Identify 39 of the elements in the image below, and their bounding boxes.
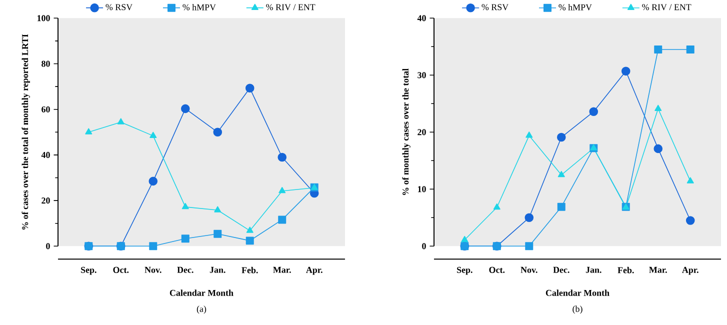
x-tick-label: Nov.: [144, 266, 162, 273]
x-tick-label: Sep.: [81, 266, 96, 275]
x-tick-label: Oct.: [489, 266, 505, 273]
legend-label: % RSV: [106, 4, 132, 10]
legend-label: % RIV / ENT: [642, 4, 692, 10]
x-tick-label: Jan.: [210, 266, 226, 273]
x-tick-label: Apr.: [682, 266, 698, 275]
x-tick-label: Oct.: [113, 266, 129, 273]
x-tick-label: Jan.: [586, 266, 602, 273]
x-tick-label: Apr.: [306, 266, 322, 275]
x-tick-label: Dec.: [553, 266, 570, 273]
y-tick-label: 30: [418, 72, 426, 78]
y-tick-label: 10: [418, 186, 426, 192]
y-axis-title: % of cases over the total of monthly reported LRTI: [22, 34, 30, 230]
y-tick-label: 0: [422, 243, 426, 250]
x-tick-label: Sep.: [457, 266, 472, 275]
legend-label: % hMPV: [182, 4, 216, 10]
y-tick-label: 40: [417, 15, 426, 22]
text: (a): [196, 306, 206, 314]
text: (b): [572, 306, 582, 314]
legend-label: % RSV: [482, 4, 508, 10]
x-tick-label: Nov.: [520, 266, 538, 273]
x-axis-title: Calendar Month: [170, 290, 234, 296]
legend-label: % hMPV: [558, 4, 592, 10]
y-tick-label: 80: [42, 60, 50, 67]
y-tick-label: 40: [41, 152, 50, 158]
y-tick-label: 20: [418, 129, 426, 136]
x-tick-label: Mar.: [273, 266, 291, 273]
x-axis-title: Calendar Month: [546, 290, 610, 296]
y-tick-label: 100: [38, 15, 50, 22]
y-axis-title: % of monthly cases over the total: [402, 68, 410, 195]
x-tick-label: Mar.: [649, 266, 667, 273]
y-tick-label: 60: [42, 106, 50, 112]
y-tick-label: 0: [46, 243, 50, 250]
x-tick-label: Feb.: [242, 266, 258, 274]
y-tick-label: 20: [42, 197, 50, 204]
x-tick-label: Dec.: [177, 266, 194, 273]
x-tick-label: Feb.: [618, 266, 634, 274]
legend-label: % RIV / ENT: [266, 4, 316, 10]
